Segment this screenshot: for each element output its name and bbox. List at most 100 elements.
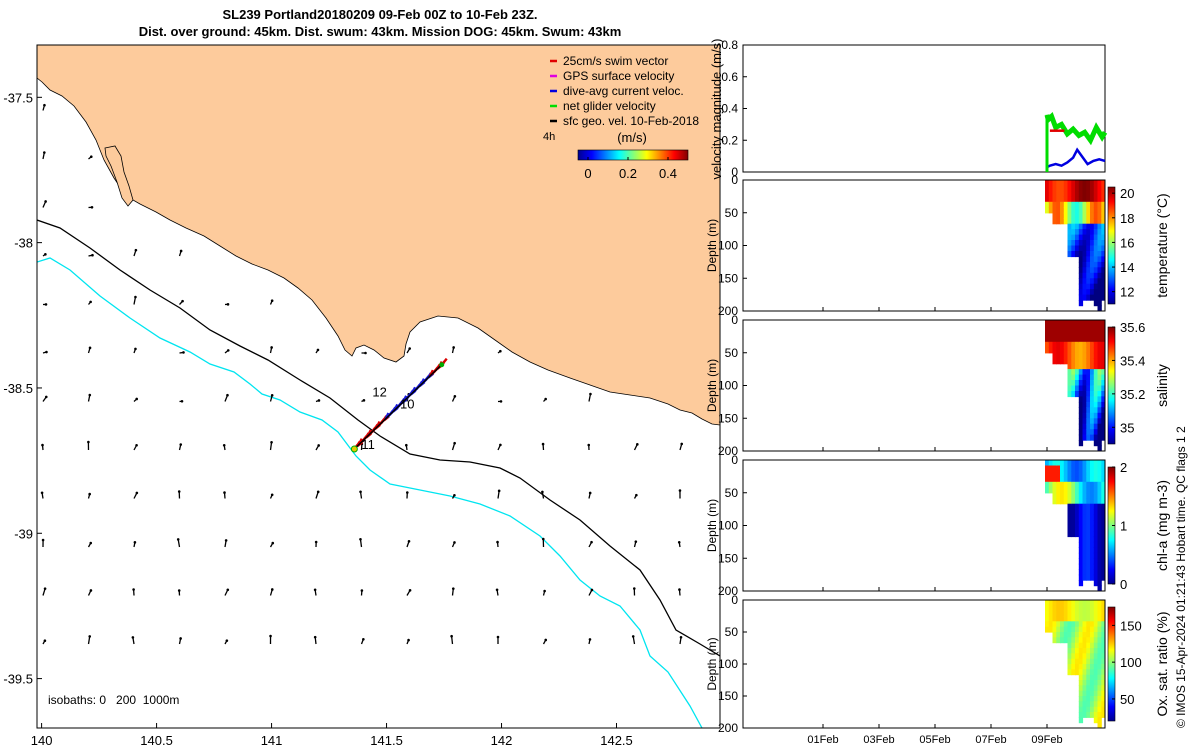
heatmap-cell bbox=[1097, 294, 1102, 301]
heatmap-cell bbox=[1101, 642, 1105, 649]
heatmap-cell bbox=[1097, 369, 1102, 376]
heatmap-cell bbox=[1060, 465, 1065, 472]
colorbar-tick-label: 0.4 bbox=[659, 166, 677, 181]
heatmap-cell bbox=[1063, 352, 1069, 359]
heatmap-cell bbox=[1071, 336, 1076, 343]
heatmap-cell bbox=[1063, 341, 1069, 348]
track-label: 10 bbox=[400, 396, 414, 411]
heatmap-cell bbox=[1086, 434, 1091, 441]
colorbar-tick-label: 18 bbox=[1120, 211, 1134, 226]
heatmap-cell bbox=[1060, 358, 1065, 365]
heatmap-cell bbox=[1060, 621, 1065, 628]
heatmap-cell bbox=[1071, 648, 1076, 654]
heatmap-cell bbox=[1075, 352, 1080, 359]
heatmap-cell bbox=[1078, 605, 1084, 612]
heatmap-cell bbox=[1090, 481, 1095, 488]
heatmap-cell bbox=[1052, 487, 1057, 494]
heatmap-cell bbox=[1078, 653, 1084, 660]
heatmap-cell bbox=[1067, 637, 1072, 644]
heatmap-cell bbox=[1101, 196, 1105, 203]
heatmap-cell bbox=[1097, 336, 1102, 343]
heatmap-cell bbox=[1071, 369, 1076, 376]
heatmap-cell bbox=[1093, 423, 1099, 430]
heatmap-cell bbox=[1093, 563, 1099, 570]
track-label: 11 bbox=[361, 437, 375, 452]
velocity-vector-head bbox=[44, 395, 48, 399]
colorbar-tick-label: 12 bbox=[1120, 285, 1134, 300]
heatmap-cell bbox=[1090, 218, 1095, 225]
depth-tick-label: 100 bbox=[718, 379, 738, 393]
heatmap-cell bbox=[1056, 212, 1061, 219]
heatmap-cell bbox=[1097, 552, 1102, 559]
heatmap-cell bbox=[1093, 272, 1099, 279]
heatmap-cell bbox=[1056, 347, 1061, 354]
heatmap-cell bbox=[1082, 196, 1087, 203]
heatmap-cell bbox=[1082, 558, 1087, 565]
heatmap-cell bbox=[1093, 325, 1099, 332]
heatmap-cell bbox=[1101, 536, 1105, 543]
velocity-vector-head bbox=[40, 491, 44, 495]
velocity-vector-head bbox=[41, 538, 45, 542]
velocity-vector-head bbox=[89, 589, 93, 592]
heatmap-cell bbox=[1048, 336, 1054, 343]
heatmap-cell bbox=[1097, 610, 1102, 617]
heatmap-cell bbox=[1086, 626, 1091, 633]
velocity-vector-head bbox=[407, 539, 411, 543]
heatmap-cell bbox=[1067, 369, 1072, 376]
map-y-tick-label: -39.5 bbox=[3, 672, 33, 687]
heatmap-cell bbox=[1078, 514, 1084, 521]
heatmap-cell bbox=[1097, 498, 1102, 505]
heatmap-cell bbox=[1090, 706, 1095, 713]
heatmap-cell bbox=[1082, 531, 1087, 538]
heatmap-cell bbox=[1075, 251, 1080, 258]
heatmap-cell bbox=[1056, 320, 1061, 327]
heatmap-cell bbox=[1067, 525, 1072, 532]
velocity-y-tick-label: 0.6 bbox=[721, 70, 738, 84]
heatmap-cell bbox=[1101, 374, 1105, 381]
heatmap-cell bbox=[1075, 487, 1080, 494]
heatmap-cell bbox=[1086, 429, 1091, 436]
velocity-vector-head bbox=[362, 637, 365, 641]
heatmap-cell bbox=[1093, 218, 1099, 225]
heatmap-cell bbox=[1086, 294, 1091, 301]
heatmap-cell bbox=[1078, 352, 1084, 359]
heatmap-cell bbox=[1056, 492, 1061, 499]
heatmap-cell bbox=[1093, 658, 1099, 665]
heatmap-cell bbox=[1067, 251, 1072, 258]
heatmap-cell bbox=[1067, 465, 1072, 472]
heatmap-cell bbox=[1082, 637, 1087, 644]
heatmap-cell bbox=[1052, 465, 1057, 472]
heatmap-cell bbox=[1090, 509, 1095, 516]
velocity-vector-head bbox=[270, 493, 274, 497]
heatmap-cell bbox=[1048, 460, 1054, 467]
heatmap-cell bbox=[1090, 385, 1095, 392]
land-area bbox=[37, 45, 720, 426]
heatmap-cell bbox=[1082, 574, 1087, 581]
velocity-vector-head bbox=[180, 399, 184, 403]
heatmap-cell bbox=[1048, 605, 1054, 612]
velocity-y-tick-label: 0.2 bbox=[721, 133, 738, 147]
heatmap-cell bbox=[1086, 207, 1091, 214]
heatmap-cell bbox=[1093, 498, 1099, 505]
island bbox=[104, 145, 134, 207]
velocity-vector-head bbox=[497, 489, 501, 493]
heatmap-cell bbox=[1078, 180, 1084, 187]
heatmap-cell bbox=[1048, 190, 1054, 197]
heatmap-cell bbox=[1093, 476, 1099, 483]
heatmap-cell bbox=[1086, 380, 1091, 387]
heatmap-cell bbox=[1082, 369, 1087, 376]
track-line bbox=[353, 364, 443, 450]
velocity-vector-head bbox=[588, 638, 592, 641]
heatmap-cell bbox=[1101, 218, 1105, 225]
velocity-vector-head bbox=[44, 200, 47, 203]
heatmap-cell bbox=[1078, 380, 1084, 387]
heatmap-cell bbox=[1101, 418, 1105, 425]
heatmap-cell bbox=[1048, 201, 1054, 208]
heatmap-cell bbox=[1060, 218, 1065, 225]
heatmap-cell bbox=[1082, 229, 1087, 236]
depth-axis-label: Depth (m) bbox=[705, 499, 719, 552]
heatmap-cell bbox=[1097, 445, 1102, 451]
legend-label: dive-avg current veloc. bbox=[563, 84, 684, 98]
heatmap-cell bbox=[1071, 669, 1076, 676]
heatmap-cell bbox=[1097, 401, 1102, 408]
